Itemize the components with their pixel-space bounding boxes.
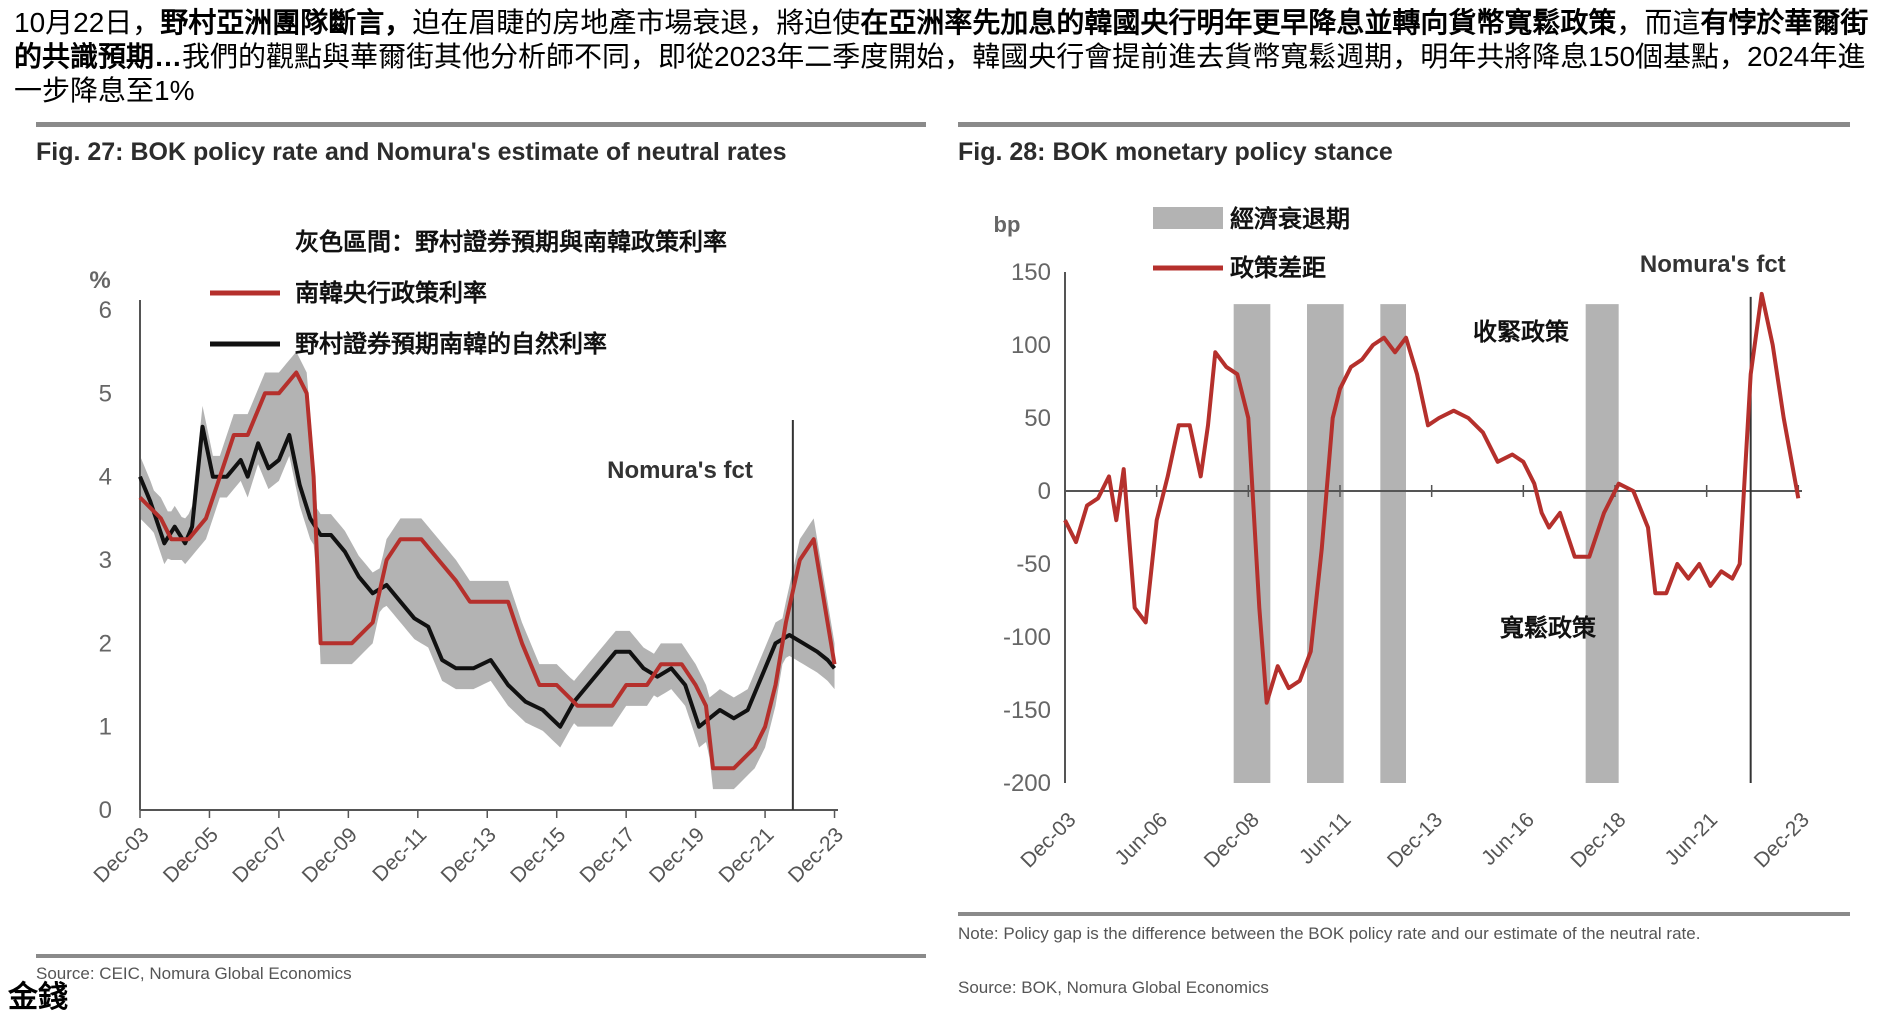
headline-plain-3: 我們的觀點與華爾街其他分析師不同，即從2023年二季度開始，韓國央行會提前進去貨… [14, 41, 1866, 106]
right-bottom-rule [958, 912, 1850, 916]
headline-bold-3: 有悖於華爾街的共識預期… [14, 7, 1869, 72]
left-bottom-rule [36, 954, 926, 958]
legend-recession-swatch [1153, 207, 1223, 229]
left-source: Source: CEIC, Nomura Global Economics [36, 964, 352, 983]
x-tick-label: Dec-03 [89, 823, 153, 887]
y-axis-unit: % [89, 267, 110, 294]
series-line-neutral-rate [138, 424, 837, 729]
headline-bold-1: 野村亞洲團隊斷言， [160, 7, 413, 38]
recession-bar [1380, 304, 1406, 783]
x-tick-label: Dec-13 [437, 823, 501, 887]
x-tick-label: Jun-16 [1477, 808, 1539, 870]
y-tick-label: -200 [1003, 770, 1051, 797]
y-tick-label: 150 [1011, 259, 1051, 286]
y-tick-label: 3 [99, 547, 112, 574]
x-tick-label: Dec-13 [1383, 808, 1447, 872]
y-axis-unit: bp [994, 212, 1021, 237]
headline-plain-1: 迫在眉睫的房地產市場衰退，將迫使 [412, 7, 861, 38]
x-tick-label: Dec-05 [159, 823, 223, 887]
x-tick-label: Dec-21 [714, 823, 778, 887]
right-chart: -200 -150 -100 -50 0 50 100 150 bp Dec-03 Jun-06 De… [994, 205, 1814, 872]
series-line-policy-gap [1063, 291, 1801, 705]
x-tick-label: Dec-07 [228, 823, 292, 887]
y-tick-label: 4 [99, 464, 112, 491]
annotation-tightening: 收緊政策 [1473, 318, 1570, 346]
x-tick-label: Dec-08 [1200, 808, 1264, 872]
legend-policy-label: 南韓央行政策利率 [295, 279, 487, 307]
y-tick-label: 0 [99, 797, 112, 824]
forecast-label: Nomura's fct [1640, 251, 1786, 278]
legend-neutral-label: 野村證券預期南韓的自然利率 [295, 330, 607, 358]
annotation-easing: 寬鬆政策 [1500, 614, 1597, 642]
left-chart-title: Fig. 27: BOK policy rate and Nomura's es… [36, 138, 787, 166]
x-tick-label: Dec-18 [1566, 808, 1630, 872]
y-tick-label: -150 [1003, 697, 1051, 724]
x-tick-label: Dec-19 [645, 823, 709, 887]
y-tick-label: 5 [99, 380, 112, 407]
right-source: Source: BOK, Nomura Global Economics [958, 978, 1269, 997]
x-tick-label: Dec-15 [506, 823, 570, 887]
y-tick-label: -50 [1016, 551, 1051, 578]
x-tick-label: Dec-23 [1750, 808, 1814, 872]
gray-band-range [140, 351, 835, 790]
forecast-label: Nomura's fct [607, 457, 753, 484]
y-tick-label: 50 [1024, 405, 1051, 432]
x-tick-label: Jun-06 [1111, 808, 1173, 870]
x-tick-label: Dec-03 [1016, 808, 1080, 872]
legend-band-label: 灰色區間：野村證券預期與南韓政策利率 [295, 228, 727, 256]
recession-bar [1307, 304, 1344, 783]
y-tick-label: -100 [1003, 624, 1051, 651]
headline-date: 10月22日， [14, 7, 161, 38]
x-tick-label: Dec-17 [576, 823, 640, 887]
series-line-policy-rate [138, 370, 837, 771]
x-tick-label: Dec-09 [298, 823, 362, 887]
headline-bold-2: 在亞洲率先加息的韓國央行明年更早降息並轉向貨幣寬鬆政策 [860, 7, 1617, 38]
logo: 金錢 [8, 981, 68, 1014]
x-tick-label: Dec-23 [784, 823, 848, 887]
left-top-rule [36, 122, 926, 127]
right-chart-title: Fig. 28: BOK monetary policy stance [958, 138, 1393, 166]
y-tick-label: 1 [99, 714, 112, 741]
y-tick-label: 0 [1038, 478, 1051, 505]
y-tick-label: 6 [99, 297, 112, 324]
x-tick-label: Dec-11 [368, 823, 431, 886]
legend-recession-label: 經濟衰退期 [1230, 205, 1350, 233]
right-top-rule [958, 122, 1850, 127]
recession-bar [1585, 304, 1619, 783]
y-tick-label: 100 [1011, 332, 1051, 359]
x-tick-label: Jun-11 [1295, 808, 1356, 869]
headline-text: 10月22日，野村亞洲團隊斷言，迫在眉睫的房地產市場衰退，將迫使在亞洲率先加息的… [14, 6, 1874, 108]
y-tick-label: 2 [99, 630, 112, 657]
legend-gap-label: 政策差距 [1230, 254, 1326, 282]
right-note: Note: Policy gap is the difference betwe… [958, 924, 1701, 943]
x-tick-label: Jun-21 [1661, 808, 1723, 870]
headline-plain-2: ，而這 [1616, 7, 1701, 38]
